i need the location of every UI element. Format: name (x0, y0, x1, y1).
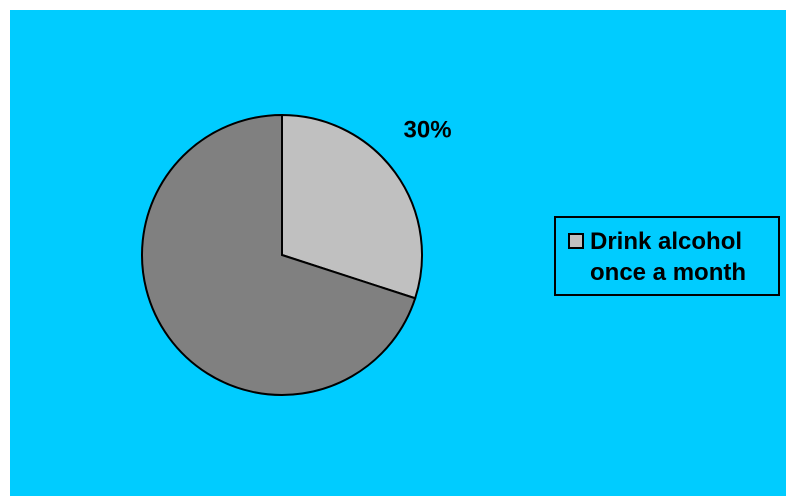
legend: Drink alcohol once a month (554, 216, 780, 296)
pie-slice-1 (141, 113, 417, 396)
chart-area: 30% Drink alcohol once a month (10, 10, 786, 496)
pie-labels: 30% (404, 116, 452, 143)
legend-label: Drink alcohol once a month (590, 228, 747, 286)
pie-slice-label-0: 30% (404, 116, 452, 143)
legend-swatch (568, 233, 584, 249)
pie-slices (141, 113, 423, 396)
pie-slice-0 (281, 113, 423, 300)
